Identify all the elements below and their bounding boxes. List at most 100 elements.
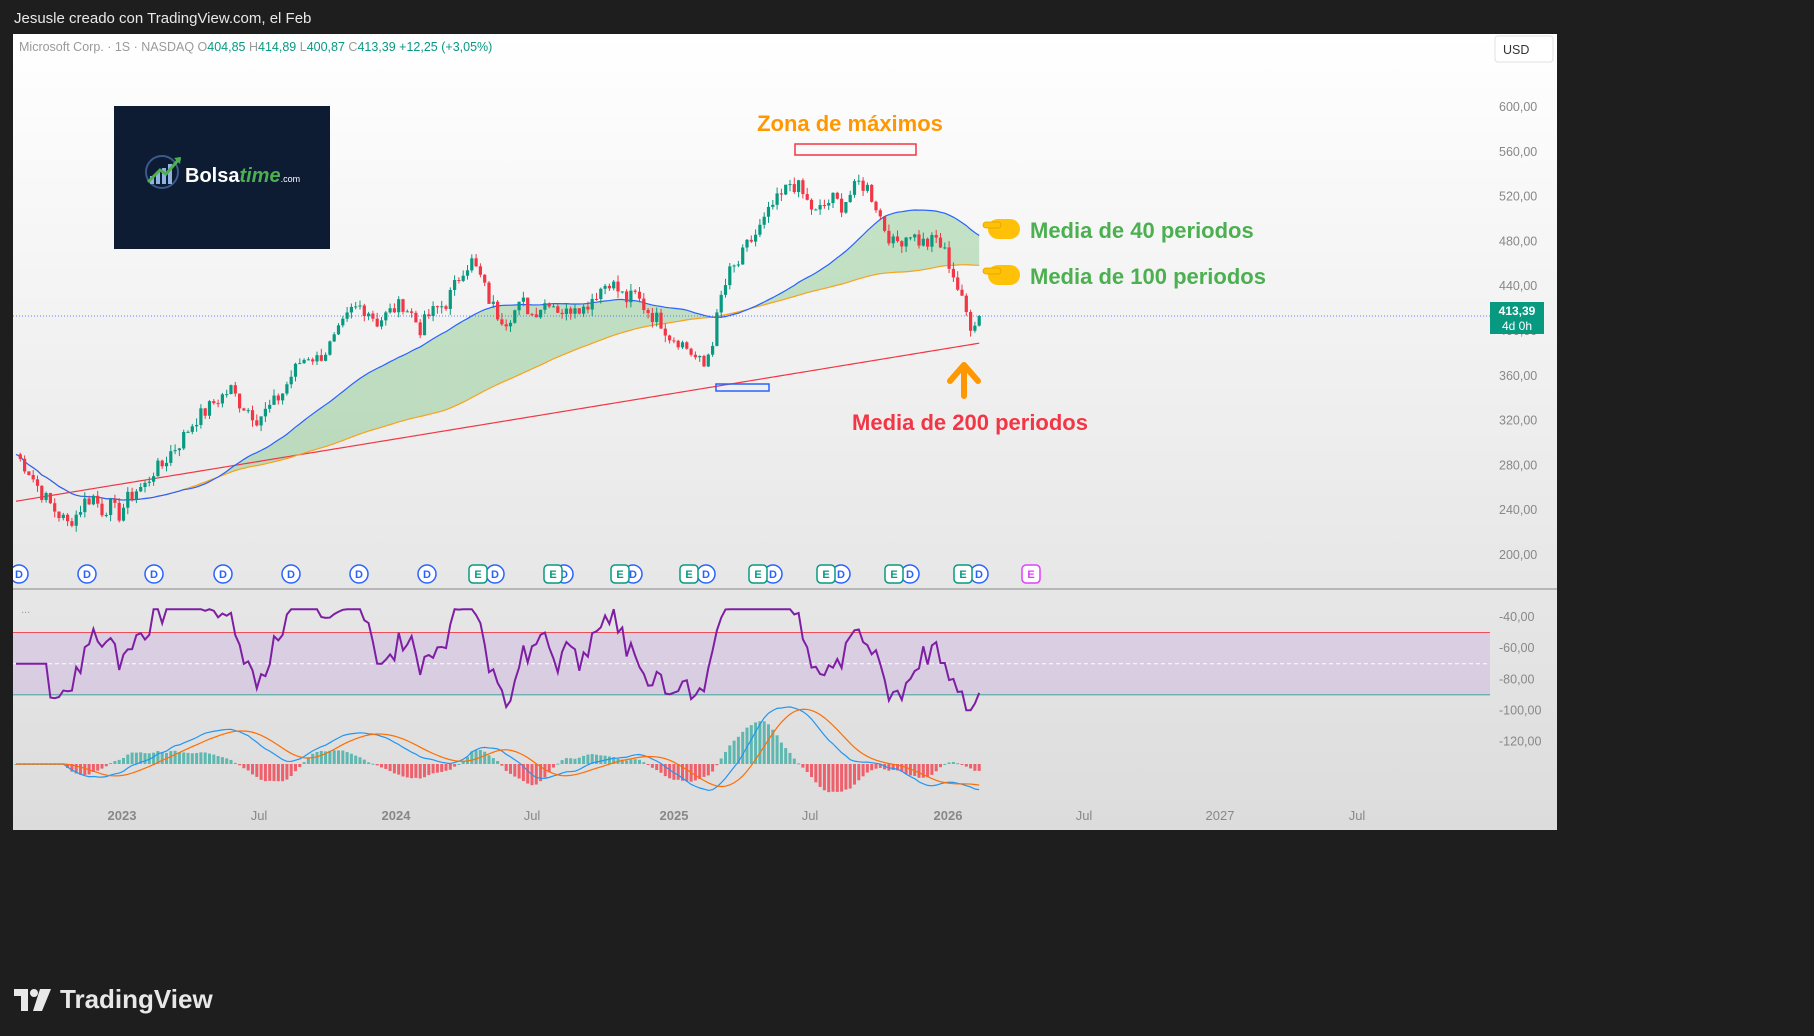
annotation-ma40: Media de 40 periodos (1030, 218, 1254, 243)
candle (91, 494, 95, 506)
macd-histogram-bar (642, 762, 646, 764)
indicator-tick-label: -100,00 (1499, 703, 1541, 717)
candle-body (401, 299, 405, 312)
ma-cloud-segment (403, 353, 408, 421)
candle (285, 381, 289, 396)
chart-canvas[interactable]: Microsoft Corp. · 1S · NASDAQ O404,85 H4… (13, 34, 1557, 830)
ma-cloud-segment (906, 210, 911, 272)
candle (311, 357, 315, 365)
candle-body (272, 395, 276, 405)
dividend-marker: D (349, 564, 369, 584)
dividend-label: D (219, 569, 227, 581)
ma-cloud-segment (286, 430, 292, 459)
pane-menu-icon[interactable]: ... (21, 604, 30, 616)
candle-body (818, 205, 822, 210)
candle-body (582, 306, 586, 314)
candle (190, 423, 194, 435)
candle-body (190, 426, 194, 432)
candle-body (964, 295, 968, 313)
ma-cloud-segment (691, 311, 696, 320)
ma-cloud-segment (437, 333, 442, 413)
candle-body (676, 340, 680, 348)
macd-histogram-bar (358, 757, 362, 764)
ma-cloud-segment (351, 381, 356, 438)
candle-body (371, 313, 375, 319)
ma-cloud-segment (484, 308, 489, 391)
candle (749, 235, 753, 243)
ma-cloud-segment (863, 230, 868, 278)
candle-body (96, 495, 100, 504)
candle-body (83, 498, 87, 513)
candle-body (18, 454, 22, 459)
earnings-box (468, 564, 488, 584)
candle-body (345, 312, 349, 319)
candle-body (693, 354, 697, 358)
currency-button[interactable]: USD (1494, 35, 1554, 63)
tradingview-logo[interactable]: TradingView (14, 984, 213, 1015)
candle-body (569, 308, 573, 314)
candle (324, 352, 328, 362)
candle (590, 293, 594, 316)
candle-body (104, 515, 108, 517)
candle-body (934, 235, 938, 238)
macd-histogram-bar (414, 764, 418, 778)
macd-histogram-bar (655, 764, 659, 771)
macd-histogram-bar (349, 753, 353, 764)
macd-histogram-bar (130, 752, 134, 764)
ma-cloud-segment (282, 434, 287, 460)
rsi-line (16, 608, 981, 712)
candle-body (792, 184, 796, 193)
candle (216, 399, 220, 408)
candle-body (250, 410, 255, 421)
price-tick-label: 600,00 (1499, 100, 1537, 114)
candle (78, 505, 83, 518)
ma-cloud-segment (377, 366, 382, 429)
macd-histogram-bar (586, 754, 590, 764)
macd-histogram-bar (831, 764, 835, 792)
macd-histogram-bar (74, 764, 78, 774)
candle (655, 307, 659, 327)
time-tick-label: Jul (1349, 808, 1366, 823)
candle-body (771, 204, 775, 207)
candle (977, 314, 981, 327)
candle-body (207, 401, 212, 416)
candle (831, 192, 835, 209)
ma-cloud-segment (682, 309, 687, 321)
earnings-label: E (822, 569, 829, 581)
candle-body (448, 290, 452, 309)
candle (620, 291, 624, 294)
candle-body (779, 193, 783, 195)
candle (152, 472, 156, 486)
macd-histogram-bar (83, 764, 87, 775)
candle-body (491, 301, 495, 304)
candle-body (302, 359, 306, 364)
candle (672, 337, 676, 344)
macd-histogram-bar (853, 764, 856, 785)
ma-cloud-segment (248, 454, 253, 468)
ma-cloud-segment (970, 229, 975, 266)
candle-body (435, 306, 439, 308)
candle (427, 309, 431, 319)
candle-body (822, 205, 826, 207)
ma-cloud-segment (291, 427, 296, 458)
candle (53, 498, 57, 518)
candle-body (745, 239, 749, 248)
candle-body (943, 247, 947, 249)
candle (745, 238, 749, 252)
macd-histogram-bar (405, 764, 409, 778)
candle (719, 290, 723, 319)
macd-histogram-bar (483, 751, 487, 764)
candle (582, 304, 586, 318)
candle (367, 311, 371, 321)
candle (917, 230, 921, 249)
candle-body (397, 299, 401, 313)
macd-histogram-bar (504, 764, 508, 771)
macd-histogram-bar (577, 757, 581, 764)
candle-body (156, 460, 160, 477)
macd-histogram-bar (401, 764, 405, 777)
candle (74, 510, 78, 532)
candle-body (182, 432, 186, 449)
macd-histogram-bar (251, 764, 254, 775)
earnings-label: E (549, 569, 556, 581)
dividend-marker: D (77, 564, 97, 584)
